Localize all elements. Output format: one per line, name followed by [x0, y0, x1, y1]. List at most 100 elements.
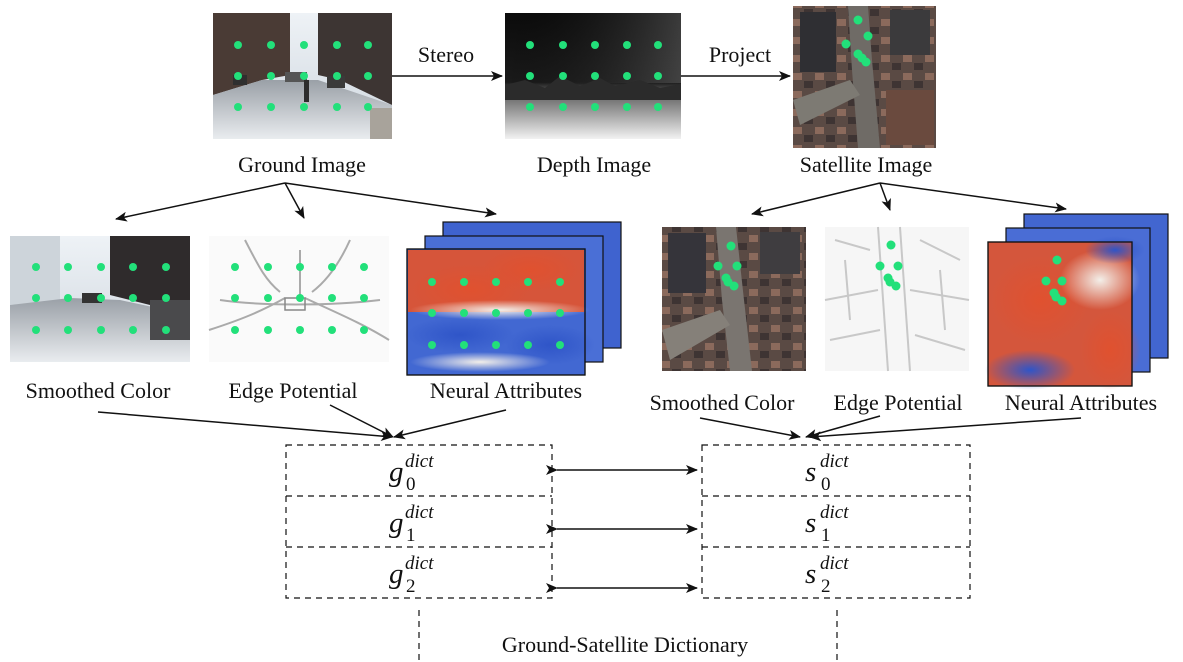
svg-text:0: 0: [821, 474, 831, 495]
ground-to-edge-arrow: [284, 182, 305, 219]
keypoint-dot: [32, 263, 40, 271]
svg-text:s: s: [805, 507, 816, 539]
svg-text:s: s: [805, 558, 816, 590]
ground-to-color-arrow: [115, 182, 286, 222]
keypoint-dot: [300, 72, 308, 80]
ground-neural-to-dict-arrow: [393, 409, 507, 440]
keypoint-dot: [623, 41, 631, 49]
satellite-neural-to-dict-arrow: [809, 417, 1082, 442]
keypoint-dot: [360, 326, 368, 334]
satellite-entry-0: s 0 dict: [805, 451, 849, 495]
keypoint-dot: [328, 294, 336, 302]
keypoint-dot: [1057, 276, 1067, 286]
keypoint-dot: [428, 341, 436, 349]
satellite-edge-potential-label: Edge Potential: [834, 390, 963, 415]
satellite-color-to-dict-arrow: [699, 417, 801, 440]
svg-text:dict: dict: [405, 502, 434, 523]
satellite-neural-attributes-label: Neural Attributes: [1005, 390, 1157, 415]
keypoint-dot: [129, 326, 137, 334]
keypoint-dot: [591, 41, 599, 49]
keypoint-dot: [713, 261, 723, 271]
keypoint-dot: [861, 57, 871, 67]
ground-to-neural-arrow: [284, 182, 497, 218]
keypoint-dot: [726, 241, 736, 251]
keypoint-dot: [231, 294, 239, 302]
keypoint-dot: [231, 263, 239, 271]
keypoint-dot: [97, 326, 105, 334]
keypoint-dot: [364, 41, 372, 49]
keypoint-dot: [654, 72, 662, 80]
svg-text:g: g: [389, 456, 404, 488]
keypoint-dot: [328, 326, 336, 334]
svg-text:s: s: [805, 456, 816, 488]
svg-text:dict: dict: [820, 502, 849, 523]
keypoint-dot: [162, 294, 170, 302]
keypoint-dot: [64, 326, 72, 334]
keypoint-dot: [264, 294, 272, 302]
keypoint-dot: [333, 41, 341, 49]
keypoint-dot: [559, 72, 567, 80]
satellite-neural-attributes-keypoints: [1041, 255, 1067, 306]
ground-color-to-dict-arrow: [97, 411, 393, 442]
svg-text:2: 2: [821, 576, 831, 597]
ground-image-keypoints: [234, 41, 372, 111]
keypoint-dot: [267, 103, 275, 111]
keypoint-dot: [267, 41, 275, 49]
keypoint-dot: [460, 309, 468, 317]
keypoint-dot: [296, 326, 304, 334]
ground-smoothed-color-label: Smoothed Color: [26, 378, 172, 403]
keypoint-dot: [1041, 276, 1051, 286]
keypoint-dot: [591, 72, 599, 80]
keypoint-dot: [300, 103, 308, 111]
ground-entry-0: g 0 dict: [389, 451, 434, 495]
satellite-smoothed-color-image: [662, 227, 806, 371]
keypoint-dot: [162, 263, 170, 271]
stereo-arrow-label: Stereo: [418, 42, 474, 67]
keypoint-dot: [526, 41, 534, 49]
svg-text:dict: dict: [405, 553, 434, 574]
keypoint-dot: [524, 341, 532, 349]
keypoint-dot: [364, 103, 372, 111]
keypoint-dot: [64, 263, 72, 271]
keypoint-dot: [234, 72, 242, 80]
keypoint-dot: [360, 263, 368, 271]
svg-text:1: 1: [821, 525, 831, 546]
keypoint-dot: [654, 41, 662, 49]
satellite-edge-to-dict-arrow: [805, 415, 881, 439]
keypoint-dot: [333, 103, 341, 111]
keypoint-dot: [264, 326, 272, 334]
satellite-to-color-arrow: [751, 182, 881, 217]
svg-text:dict: dict: [820, 451, 849, 472]
dictionary-title: Ground-Satellite Dictionary: [502, 632, 748, 657]
svg-text:g: g: [389, 507, 404, 539]
keypoint-dot: [267, 72, 275, 80]
svg-text:g: g: [389, 558, 404, 590]
keypoint-dot: [364, 72, 372, 80]
keypoint-dot: [234, 41, 242, 49]
keypoint-dot: [556, 278, 564, 286]
depth-image: [505, 13, 681, 139]
ground-entry-2: g 2 dict: [389, 553, 434, 597]
svg-text:dict: dict: [820, 553, 849, 574]
satellite-image-label: Satellite Image: [800, 152, 933, 177]
svg-text:1: 1: [406, 525, 416, 546]
keypoint-dot: [853, 15, 863, 25]
keypoint-dot: [1052, 255, 1062, 265]
keypoint-dot: [591, 103, 599, 111]
keypoint-dot: [296, 263, 304, 271]
svg-text:0: 0: [406, 474, 416, 495]
keypoint-dot: [97, 263, 105, 271]
keypoint-dot: [524, 309, 532, 317]
ground-smoothed-color-keypoints: [32, 263, 170, 334]
keypoint-dot: [97, 294, 105, 302]
keypoint-dot: [893, 261, 903, 271]
keypoint-dot: [234, 103, 242, 111]
keypoint-dot: [296, 294, 304, 302]
keypoint-dot: [32, 326, 40, 334]
keypoint-dot: [729, 281, 739, 291]
keypoint-dot: [891, 281, 901, 291]
satellite-to-neural-arrow: [879, 182, 1067, 213]
keypoint-dot: [559, 41, 567, 49]
ground-edge-potential-keypoints: [231, 263, 368, 334]
